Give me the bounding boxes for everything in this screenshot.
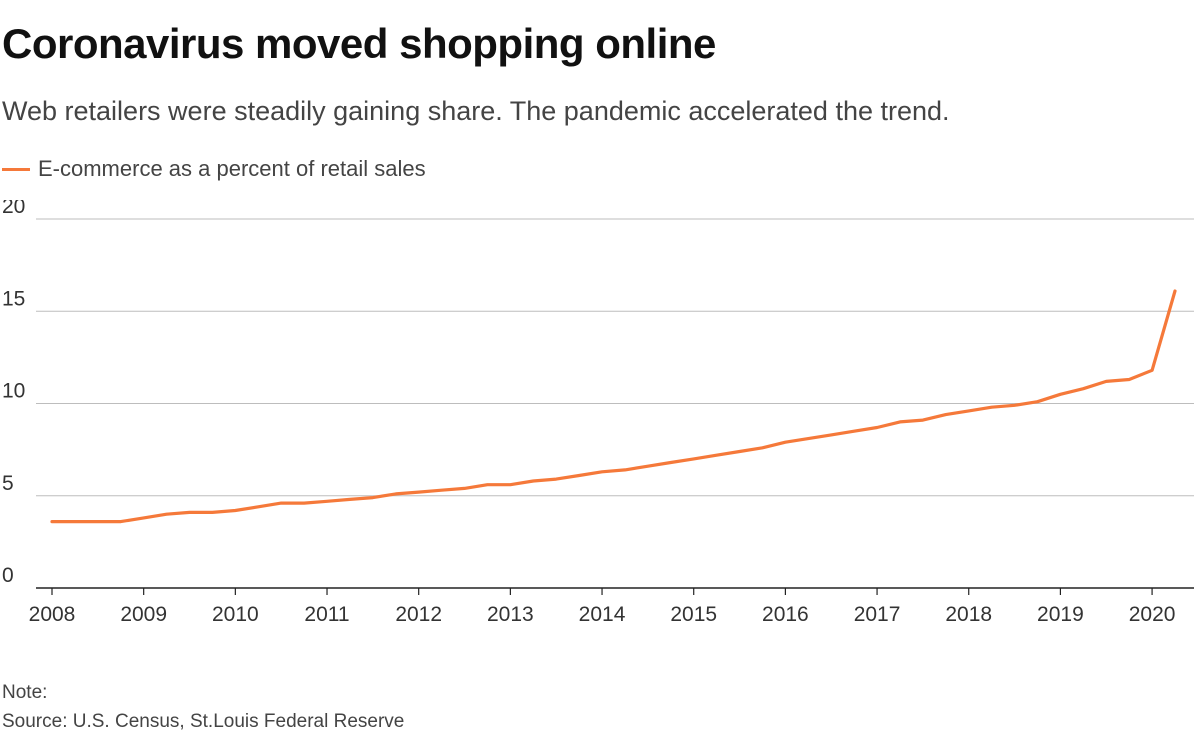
x-tick-label-2015: 2015 xyxy=(670,603,717,626)
chart-subtitle: Web retailers were steadily gaining shar… xyxy=(2,96,950,126)
y-tick-label-5: 5 xyxy=(2,472,14,495)
x-tick-label-2008: 2008 xyxy=(29,603,76,626)
x-tick-label-2020: 2020 xyxy=(1129,603,1176,626)
legend: E-commerce as a percent of retail sales xyxy=(2,156,426,182)
footnotes: Note: Source: U.S. Census, St.Louis Fede… xyxy=(2,678,404,736)
x-tick-label-2014: 2014 xyxy=(579,603,626,626)
x-tick-label-2009: 2009 xyxy=(120,603,167,626)
line-chart: 0 5 10 15 20 2008 2009 2010 2011 2012 2013 2014 201… xyxy=(2,200,1194,626)
x-axis-ticks: 2008 2009 2010 2011 2012 2013 2014 2015 2016 2017… xyxy=(29,588,1176,626)
y-tick-label-10: 10 xyxy=(2,380,25,403)
x-tick-label-2010: 2010 xyxy=(212,603,259,626)
x-tick-label-2013: 2013 xyxy=(487,603,534,626)
series-layer xyxy=(50,289,1177,524)
series-line-0 xyxy=(50,289,1177,524)
y-tick-label-0: 0 xyxy=(2,564,14,587)
source-text: Source: U.S. Census, St.Louis Federal Re… xyxy=(2,711,405,732)
chart-title: Coronavirus moved shopping online xyxy=(2,20,716,67)
legend-swatch xyxy=(2,167,30,171)
x-tick-label-2011: 2011 xyxy=(304,603,349,626)
x-tick-label-2012: 2012 xyxy=(395,603,442,626)
legend-label: E-commerce as a percent of retail sales xyxy=(38,156,426,181)
x-tick-label-2018: 2018 xyxy=(945,603,992,626)
x-tick-label-2016: 2016 xyxy=(762,603,809,626)
x-tick-label-2017: 2017 xyxy=(854,603,901,626)
x-tick-label-2019: 2019 xyxy=(1037,603,1084,626)
note-text: Note: xyxy=(2,682,48,703)
y-axis-ticks: 0 5 10 15 20 xyxy=(2,200,25,587)
y-tick-label-20: 20 xyxy=(2,200,25,218)
gridlines xyxy=(36,218,1194,589)
y-tick-label-15: 15 xyxy=(2,287,25,310)
